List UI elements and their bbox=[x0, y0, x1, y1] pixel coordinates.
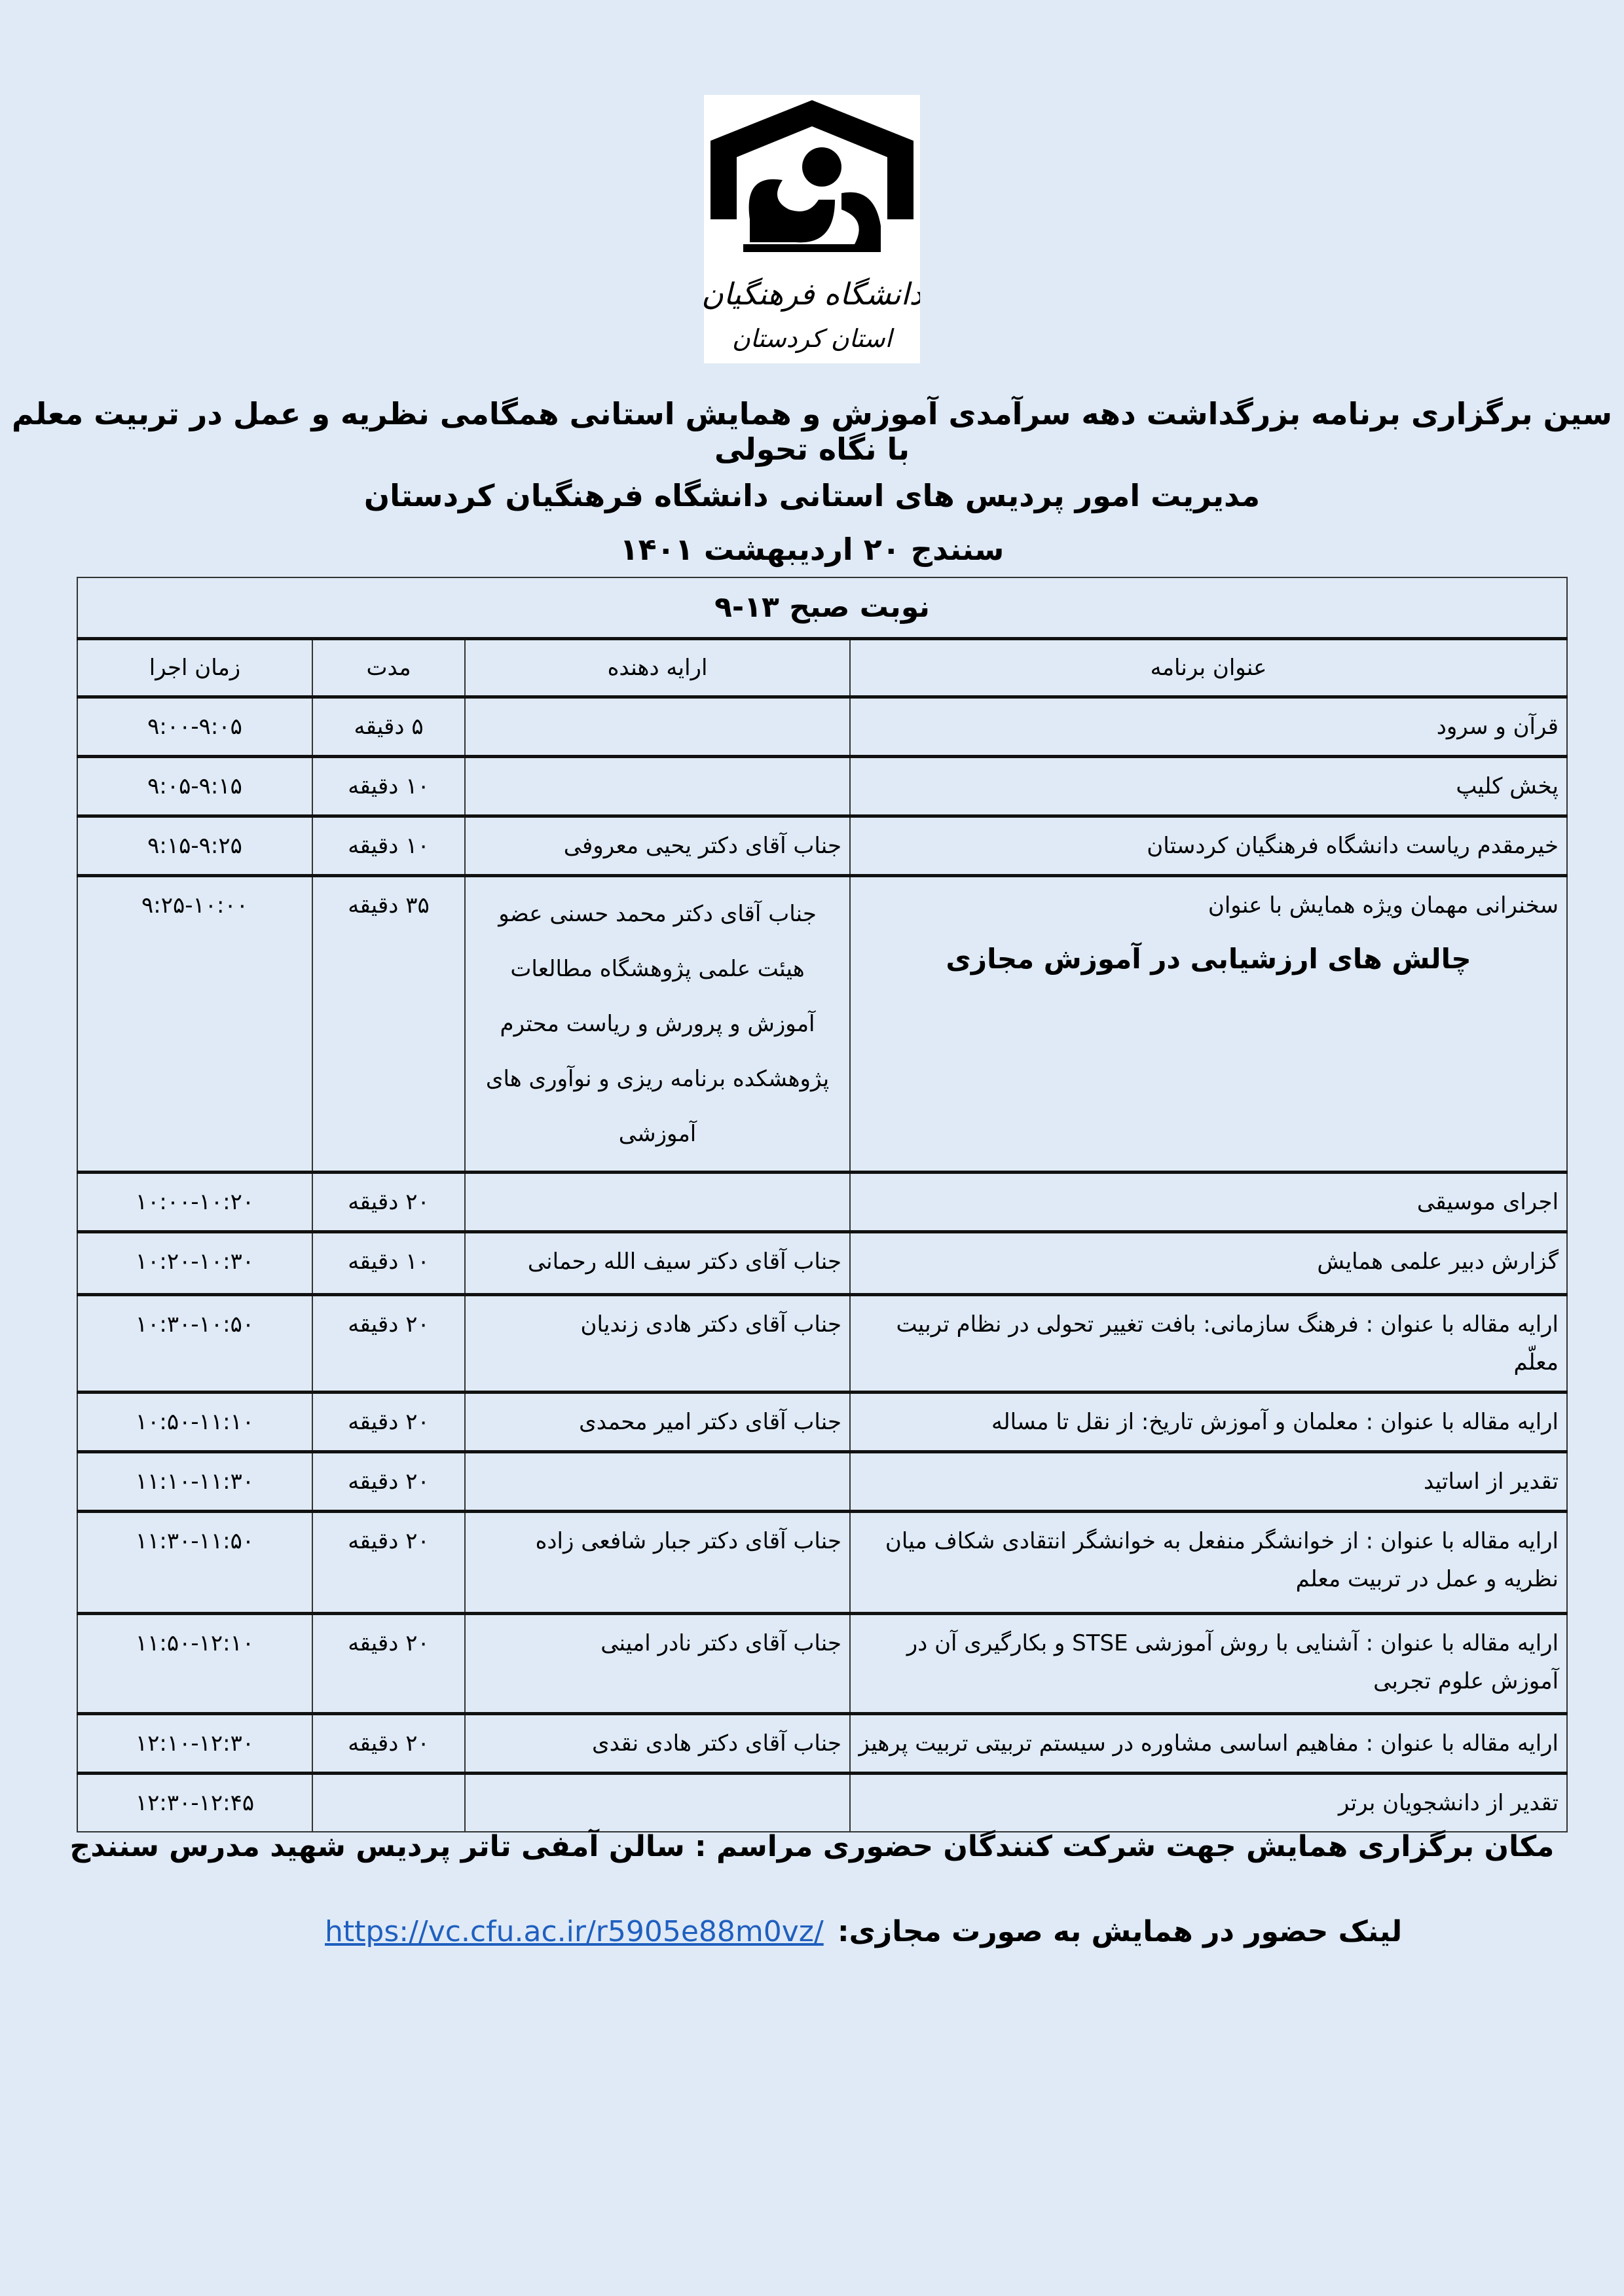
presenter-cell: جناب آقای دکتر هادی زندیان bbox=[464, 1294, 851, 1393]
duration-cell: ۲۰ دقیقه bbox=[312, 1451, 466, 1512]
table-row: سخنرانی مهمان ویژه همایش با عنوان چالش ها… bbox=[76, 875, 1568, 1173]
program-title: گزارش دبیر علمی همایش bbox=[1317, 1248, 1559, 1275]
program-title: ارایه مقاله با عنوان : از خوانشگر منفعل … bbox=[885, 1528, 1559, 1592]
time-cell: ۹:۰۰-۹:۰۵ bbox=[76, 696, 314, 757]
time-cell: ۱۲:۱۰-۱۲:۳۰ bbox=[76, 1713, 314, 1774]
program-title-cell: ارایه مقاله با عنوان : از خوانشگر منفعل … bbox=[849, 1510, 1568, 1614]
time-cell: ۱۲:۳۰-۱۲:۴۵ bbox=[76, 1772, 314, 1832]
svg-text:دانشگاه فرهنگیان: دانشگاه فرهنگیان bbox=[704, 276, 920, 312]
duration-cell bbox=[312, 1772, 466, 1832]
presenter-cell: جناب آقای دکتر محمد حسنی عضو هیئت علمی پ… bbox=[464, 875, 851, 1173]
duration-cell: ۲۰ دقیقه bbox=[312, 1613, 466, 1715]
duration-cell: ۲۰ دقیقه bbox=[312, 1294, 466, 1393]
schedule-table: نوبت صبح ۱۳-۹ عنوان برنامه ارایه دهنده م… bbox=[76, 577, 1568, 1832]
presenter-cell bbox=[464, 756, 851, 817]
duration-cell: ۳۵ دقیقه bbox=[312, 875, 466, 1173]
svg-text:استان کردستان: استان کردستان bbox=[732, 324, 895, 354]
presenter-cell: جناب آقای دکتر نادر امینی bbox=[464, 1613, 851, 1715]
program-title: ارایه مقاله با عنوان : معلمان و آموزش تا… bbox=[991, 1409, 1559, 1435]
table-row: پخش کلیپ ۱۰ دقیقه ۹:۰۵-۹:۱۵ bbox=[76, 756, 1568, 817]
table-row: تقدیر از دانشجویان برتر ۱۲:۳۰-۱۲:۴۵ bbox=[76, 1772, 1568, 1832]
presenter-cell: جناب آقای دکتر امیر محمدی bbox=[464, 1391, 851, 1453]
presenter-cell bbox=[464, 1451, 851, 1512]
presenter-cell: جناب آقای دکتر یحیی معروفی bbox=[464, 815, 851, 877]
time-cell: ۱۰:۰۰-۱۰:۲۰ bbox=[76, 1171, 314, 1233]
program-title-cell: خیرمقدم ریاست دانشگاه فرهنگیان کردستان bbox=[849, 815, 1568, 877]
table-row: ارایه مقاله با عنوان : فرهنگ سازمانی: با… bbox=[76, 1294, 1568, 1393]
table-row: ارایه مقاله با عنوان : معلمان و آموزش تا… bbox=[76, 1391, 1568, 1453]
table-row: تقدیر از اساتید ۲۰ دقیقه ۱۱:۱۰-۱۱:۳۰ bbox=[76, 1451, 1568, 1512]
table-row: اجرای موسیقی ۲۰ دقیقه ۱۰:۰۰-۱۰:۲۰ bbox=[76, 1171, 1568, 1233]
virtual-link-label: لینک حضور در همایش به صورت مجازی: bbox=[838, 1915, 1403, 1948]
table-row: ارایه مقاله با عنوان : آشنایی با روش آمو… bbox=[76, 1613, 1568, 1715]
presenter-cell bbox=[464, 696, 851, 757]
duration-cell: ۵ دقیقه bbox=[312, 696, 466, 757]
program-title: سخنرانی مهمان ویژه همایش با عنوان bbox=[1208, 892, 1559, 919]
program-title-cell: ارایه مقاله با عنوان : معلمان و آموزش تا… bbox=[849, 1391, 1568, 1453]
page-title: سین برگزاری برنامه بزرگداشت دهه سرآمدی آ… bbox=[11, 396, 1613, 467]
presenter-cell: جناب آقای دکتر هادی نقدی bbox=[464, 1713, 851, 1774]
column-header-duration: مدت bbox=[312, 638, 466, 698]
shift-header: نوبت صبح ۱۳-۹ bbox=[76, 577, 1568, 640]
presenter-cell bbox=[464, 1171, 851, 1233]
table-row: ارایه مقاله با عنوان : از خوانشگر منفعل … bbox=[76, 1510, 1568, 1614]
presenter-cell: جناب آقای دکتر جبار شافعی زاده bbox=[464, 1510, 851, 1614]
program-title-cell: پخش کلیپ bbox=[849, 756, 1568, 817]
presenter-cell bbox=[464, 1772, 851, 1832]
table-row: گزارش دبیر علمی همایش جناب آقای دکتر سیف … bbox=[76, 1231, 1568, 1296]
table-row: ارایه مقاله با عنوان : مفاهیم اساسی مشاو… bbox=[76, 1713, 1568, 1774]
date-heading: سنندج ۲۰ اردیبهشت ۱۴۰۱ bbox=[619, 532, 1005, 567]
time-cell: ۱۱:۵۰-۱۲:۱۰ bbox=[76, 1613, 314, 1715]
time-cell: ۹:۰۵-۹:۱۵ bbox=[76, 756, 314, 817]
university-logo: دانشگاه فرهنگیان استان کردستان bbox=[701, 95, 923, 363]
program-title: ارایه مقاله با عنوان : فرهنگ سازمانی: با… bbox=[896, 1311, 1559, 1376]
time-cell: ۱۱:۳۰-۱۱:۵۰ bbox=[76, 1510, 314, 1614]
program-title-cell: تقدیر از دانشجویان برتر bbox=[849, 1772, 1568, 1832]
table-row: خیرمقدم ریاست دانشگاه فرهنگیان کردستان جن… bbox=[76, 815, 1568, 877]
column-header-time: زمان اجرا bbox=[76, 638, 314, 698]
program-title-cell: ارایه مقاله با عنوان : آشنایی با روش آمو… bbox=[849, 1613, 1568, 1715]
program-title: اجرای موسیقی bbox=[1416, 1189, 1559, 1215]
time-cell: ۱۱:۱۰-۱۱:۳۰ bbox=[76, 1451, 314, 1512]
duration-cell: ۲۰ دقیقه bbox=[312, 1391, 466, 1453]
duration-cell: ۲۰ دقیقه bbox=[312, 1713, 466, 1774]
duration-cell: ۱۰ دقیقه bbox=[312, 815, 466, 877]
program-title-cell: ارایه مقاله با عنوان : مفاهیم اساسی مشاو… bbox=[849, 1713, 1568, 1774]
time-cell: ۱۰:۵۰-۱۱:۱۰ bbox=[76, 1391, 314, 1453]
program-title: تقدیر از دانشجویان برتر bbox=[1338, 1790, 1559, 1816]
program-title-cell: قرآن و سرود bbox=[849, 696, 1568, 757]
program-title-cell: تقدیر از اساتید bbox=[849, 1451, 1568, 1512]
program-title-cell: ارایه مقاله با عنوان : فرهنگ سازمانی: با… bbox=[849, 1294, 1568, 1393]
presenter-cell: جناب آقای دکتر سیف الله رحمانی bbox=[464, 1231, 851, 1296]
time-cell: ۹:۱۵-۹:۲۵ bbox=[76, 815, 314, 877]
duration-cell: ۱۰ دقیقه bbox=[312, 756, 466, 817]
duration-cell: ۲۰ دقیقه bbox=[312, 1171, 466, 1233]
time-cell: ۹:۲۵-۱۰:۰۰ bbox=[76, 875, 314, 1173]
program-title: خیرمقدم ریاست دانشگاه فرهنگیان کردستان bbox=[1147, 833, 1559, 859]
duration-cell: ۲۰ دقیقه bbox=[312, 1510, 466, 1614]
table-row: قرآن و سرود ۵ دقیقه ۹:۰۰-۹:۰۵ bbox=[76, 696, 1568, 757]
column-header-title: عنوان برنامه bbox=[849, 638, 1568, 698]
organizer-heading: مدیریت امور پردیس های استانی دانشگاه فره… bbox=[363, 478, 1261, 513]
program-title: پخش کلیپ bbox=[1456, 773, 1559, 799]
virtual-attendance-link[interactable]: https://vc.cfu.ac.ir/r5905e88m0vz/ bbox=[325, 1915, 824, 1948]
program-title-cell: اجرای موسیقی bbox=[849, 1171, 1568, 1233]
program-title-cell: سخنرانی مهمان ویژه همایش با عنوان چالش ها… bbox=[849, 875, 1568, 1173]
column-header-presenter: ارایه دهنده bbox=[464, 638, 851, 698]
duration-cell: ۱۰ دقیقه bbox=[312, 1231, 466, 1296]
program-title: تقدیر از اساتید bbox=[1423, 1468, 1559, 1495]
program-title: ارایه مقاله با عنوان : آشنایی با روش آمو… bbox=[906, 1630, 1559, 1694]
speech-title: چالش های ارزشیابی در آموزش مجازی bbox=[946, 943, 1471, 975]
program-title-cell: گزارش دبیر علمی همایش bbox=[849, 1231, 1568, 1296]
venue-text: مکان برگزاری همایش جهت شرکت کنندگان حضور… bbox=[69, 1830, 1555, 1863]
time-cell: ۱۰:۳۰-۱۰:۵۰ bbox=[76, 1294, 314, 1393]
time-cell: ۱۰:۲۰-۱۰:۳۰ bbox=[76, 1231, 314, 1296]
program-title: ارایه مقاله با عنوان : مفاهیم اساسی مشاو… bbox=[858, 1730, 1559, 1757]
program-title: قرآن و سرود bbox=[1436, 714, 1559, 740]
